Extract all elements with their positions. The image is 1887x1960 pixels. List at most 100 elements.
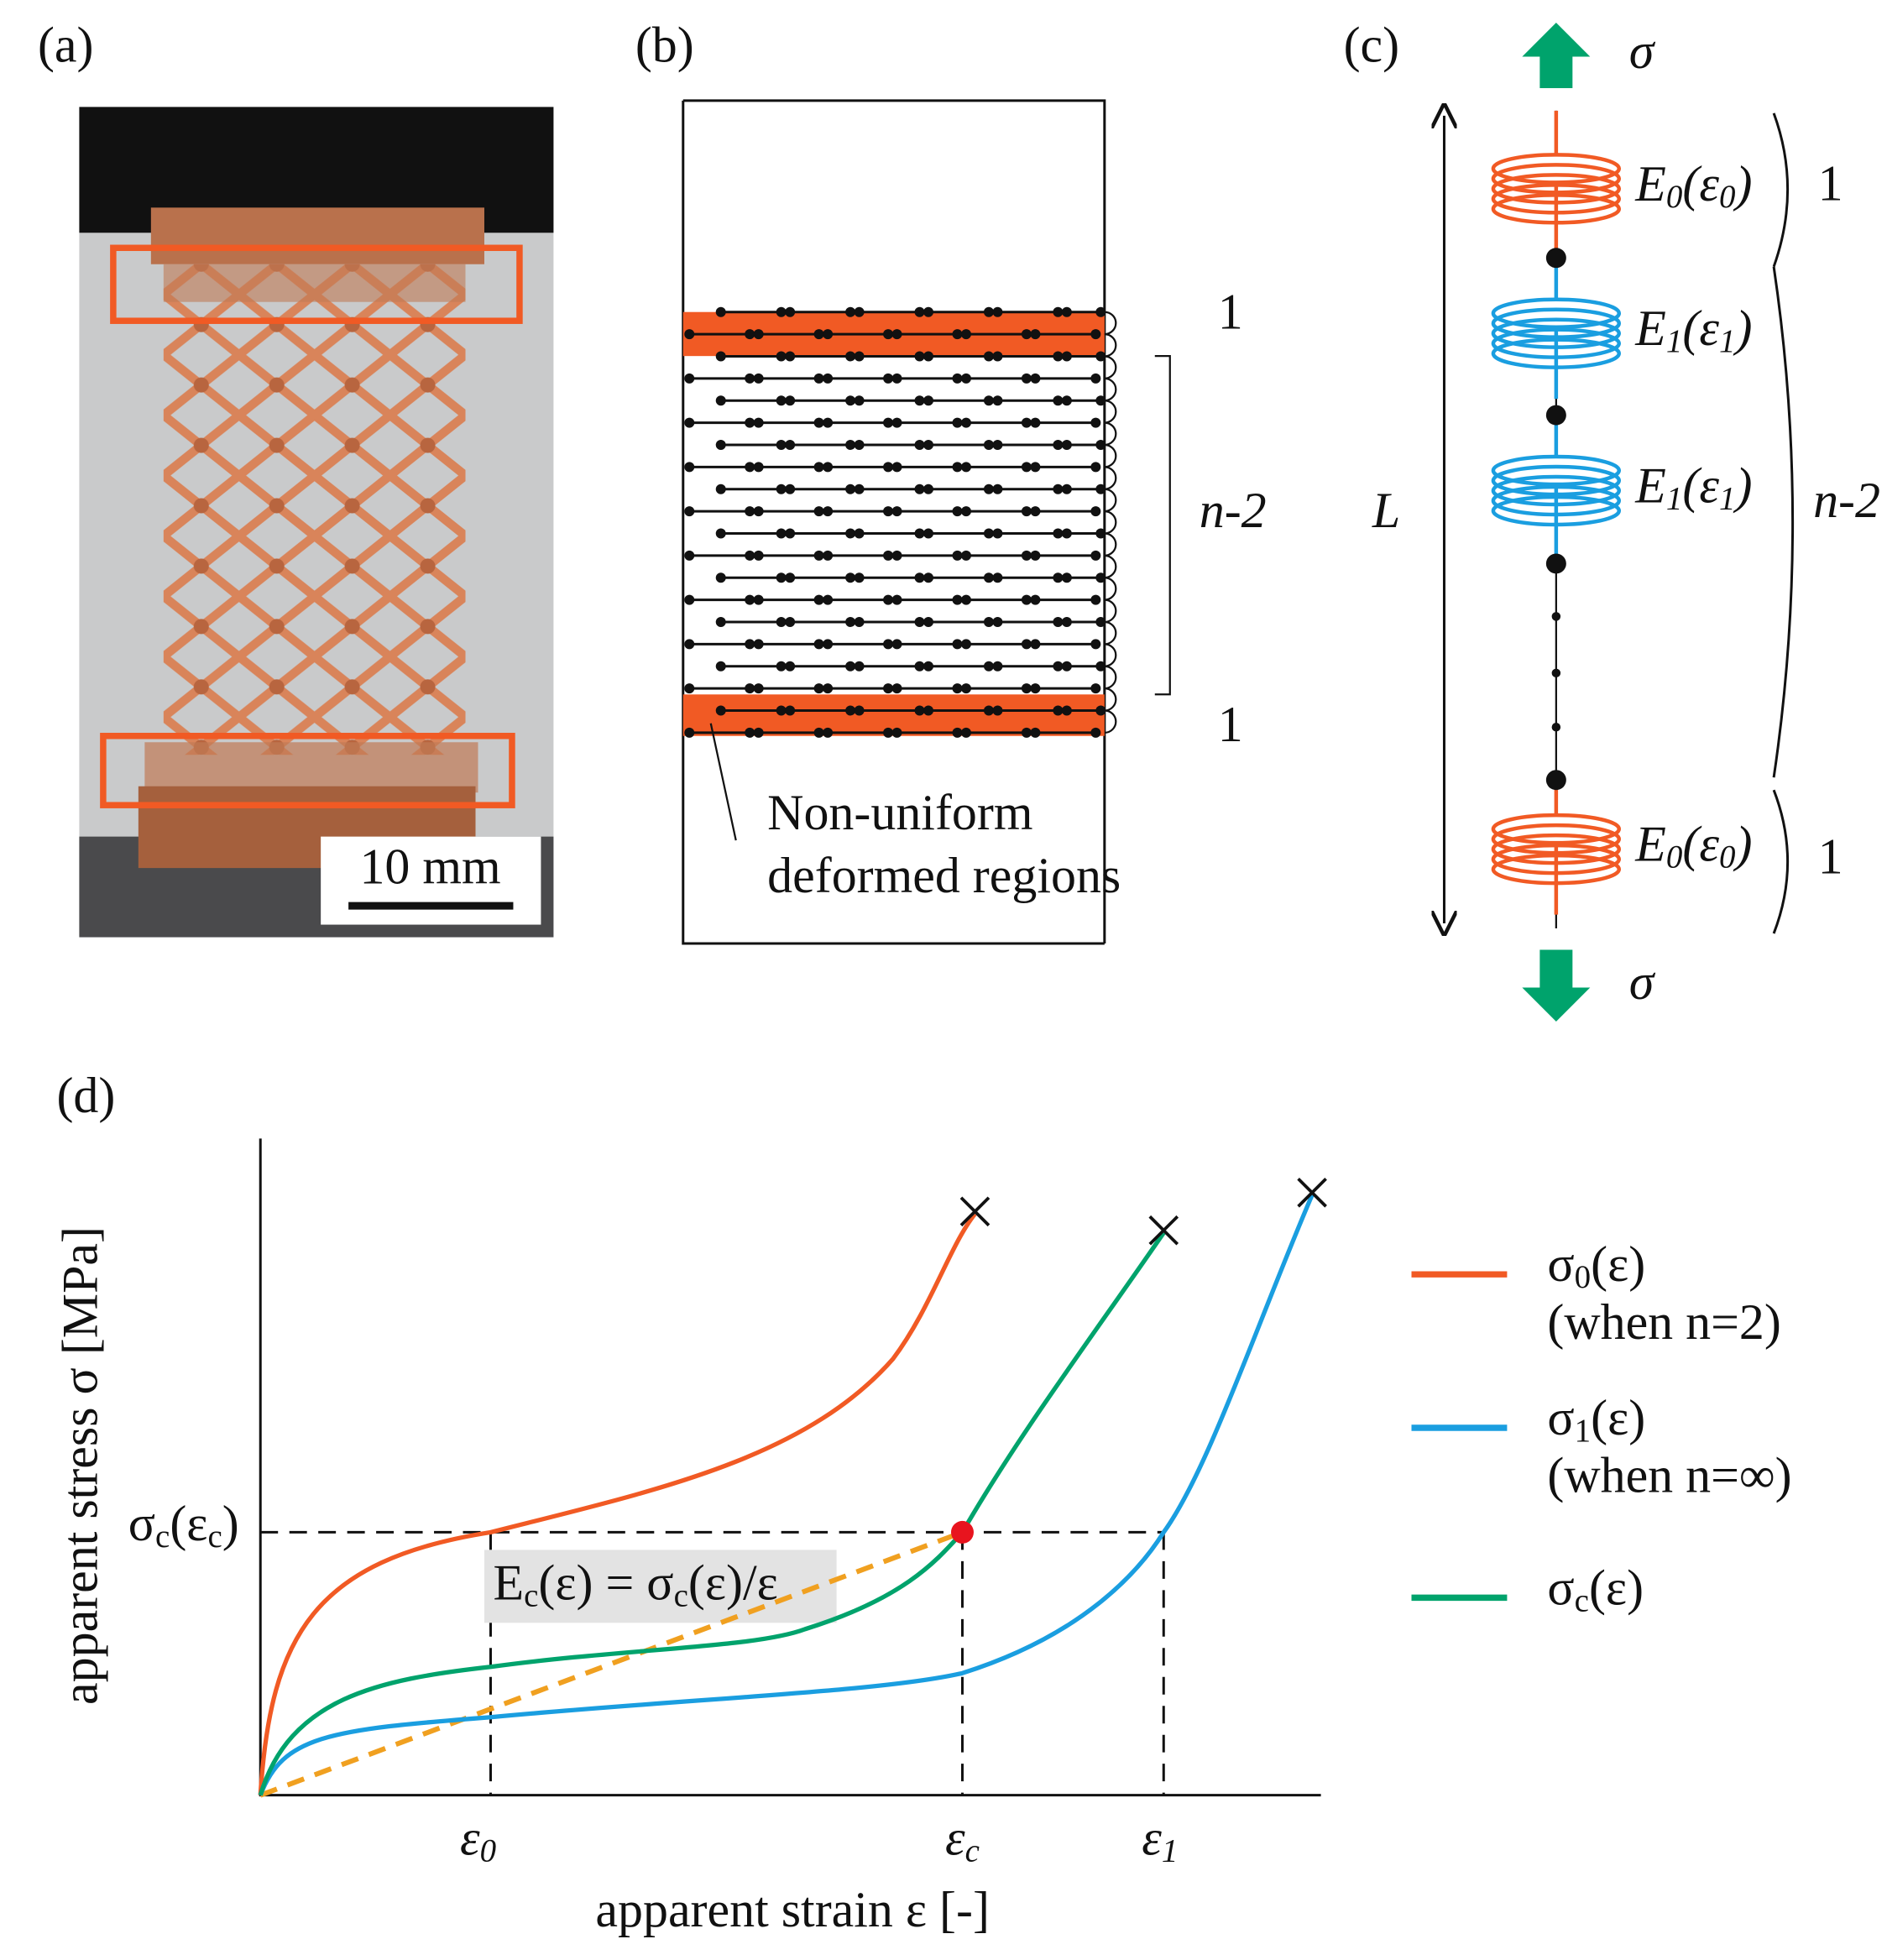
node: [1053, 528, 1064, 539]
node: [845, 483, 856, 494]
legend-note: (when n=∞): [1547, 1448, 1791, 1503]
node: [923, 439, 934, 450]
node: [1030, 639, 1041, 650]
hinge: [1104, 554, 1117, 579]
node: [914, 306, 925, 317]
spring-label: E0(ε0): [1634, 816, 1752, 875]
node: [785, 528, 796, 539]
node: [1030, 550, 1041, 561]
curve: [258, 1194, 1315, 1796]
joint: [1545, 770, 1566, 791]
node: [1053, 351, 1064, 362]
node: [1090, 550, 1101, 561]
node: [992, 395, 1003, 406]
subscript: c: [155, 1518, 170, 1555]
node: [923, 528, 934, 539]
equation: Ec(ε) = σc(ε)/ε: [493, 1555, 777, 1614]
text-part: ε: [945, 1810, 965, 1865]
node: [813, 329, 824, 340]
node: [745, 727, 755, 738]
node: [715, 661, 726, 672]
node: [684, 462, 695, 473]
node: [891, 594, 902, 605]
coil: [1491, 337, 1622, 369]
node: [891, 329, 902, 340]
hinge: [1104, 466, 1117, 490]
node: [823, 550, 834, 561]
y-marker-label: σc(εc): [128, 1496, 239, 1555]
node: [960, 727, 971, 738]
count-label: 1: [1818, 156, 1843, 212]
node: [983, 705, 994, 716]
node: [715, 572, 726, 583]
node: [923, 572, 934, 583]
node: [914, 528, 925, 539]
legend-note: (when n=2): [1547, 1294, 1780, 1350]
node: [952, 683, 963, 694]
node: [952, 550, 963, 561]
node: [914, 439, 925, 450]
joint: [1545, 248, 1566, 269]
node: [823, 417, 834, 428]
text-part: ): [1733, 816, 1752, 871]
node: [952, 462, 963, 473]
node: [753, 373, 764, 384]
spring-model: [1444, 23, 1795, 1022]
node: [1090, 639, 1101, 650]
node: [1061, 439, 1072, 450]
critical-point: [950, 1520, 974, 1544]
node: [992, 661, 1003, 672]
node: [891, 417, 902, 428]
text-part: E: [1634, 457, 1666, 513]
node: [1030, 373, 1041, 384]
text-part: σ: [1547, 1236, 1574, 1292]
node: [1095, 306, 1106, 317]
node: [952, 506, 963, 517]
node: [1061, 306, 1072, 317]
subscript: 1: [1719, 324, 1735, 360]
hinge: [1104, 598, 1117, 624]
node: [914, 705, 925, 716]
coil: [1491, 163, 1622, 195]
node: [883, 373, 894, 384]
node: [1021, 683, 1032, 694]
node: [1030, 506, 1041, 517]
hinge: [1104, 709, 1117, 734]
scale-bar-label: 10 mm: [359, 839, 500, 894]
node: [1030, 417, 1041, 428]
node: [1095, 572, 1106, 583]
hinge: [1104, 532, 1117, 557]
text-part: E: [1634, 156, 1666, 212]
node: [854, 616, 865, 627]
node: [883, 417, 894, 428]
legend-label: σc(ε): [1547, 1560, 1644, 1619]
node: [715, 306, 726, 317]
node: [983, 572, 994, 583]
node: [1061, 395, 1072, 406]
node: [715, 439, 726, 450]
node: [745, 683, 755, 694]
node: [753, 550, 764, 561]
node: [983, 306, 994, 317]
joint: [1545, 553, 1566, 574]
node: [823, 639, 834, 650]
count-label: 1: [1218, 697, 1243, 752]
node: [1021, 594, 1032, 605]
node: [992, 306, 1003, 317]
node: [891, 462, 902, 473]
coil: [1491, 464, 1622, 497]
node: [1095, 616, 1106, 627]
coil: [1491, 183, 1622, 215]
subscript: c: [207, 1518, 222, 1555]
legend-label: σ1(ε): [1547, 1390, 1645, 1450]
node: [883, 594, 894, 605]
x-marker-label: ε0: [460, 1810, 496, 1869]
node: [785, 483, 796, 494]
node: [1090, 462, 1101, 473]
node: [745, 417, 755, 428]
node: [1053, 572, 1064, 583]
coil: [1491, 833, 1622, 865]
spring-label: E0(ε0): [1634, 156, 1752, 216]
node: [983, 616, 994, 627]
text-part: ): [1733, 156, 1752, 212]
